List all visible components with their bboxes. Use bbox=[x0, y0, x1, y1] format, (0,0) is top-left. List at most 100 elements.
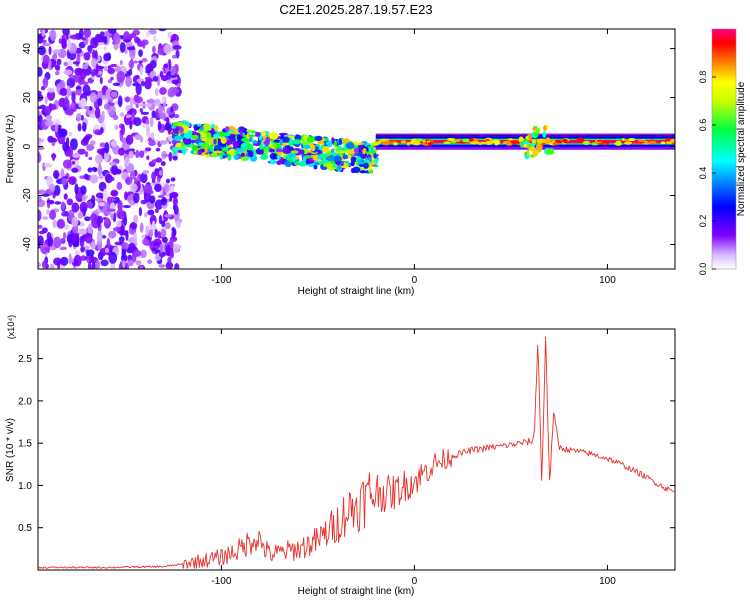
spectrogram-cell bbox=[90, 140, 96, 146]
spectrogram-cell bbox=[214, 144, 222, 150]
spectrogram-cell bbox=[74, 249, 81, 256]
spectrogram-cell bbox=[97, 97, 103, 107]
spectrogram-cell bbox=[63, 69, 73, 76]
spectrogram-cell bbox=[204, 127, 212, 131]
spectrogram-cell bbox=[118, 236, 125, 243]
spectrogram-cell bbox=[446, 137, 455, 141]
spectrogram-cell bbox=[155, 147, 161, 152]
spectrogram-cell bbox=[91, 49, 96, 60]
spectrogram-cell bbox=[41, 29, 46, 38]
spectrogram-cell bbox=[122, 204, 131, 209]
spectrogram-cell bbox=[373, 153, 377, 159]
spectrogram-cell bbox=[73, 254, 82, 267]
spectrogram-cell bbox=[89, 213, 98, 222]
spectrogram-cell bbox=[125, 114, 131, 119]
spectrogram-cell bbox=[163, 43, 172, 55]
spectrogram-cell bbox=[110, 140, 118, 148]
spectrogram-cell bbox=[154, 228, 159, 238]
spectrogram-cell bbox=[289, 158, 293, 163]
spectrogram-cell bbox=[72, 241, 80, 248]
spectrogram-cell bbox=[68, 146, 73, 159]
spectrogram-cell bbox=[316, 155, 322, 160]
spectrogram-cell bbox=[38, 195, 42, 203]
spectrogram-cell bbox=[140, 172, 148, 184]
spectrogram-cell bbox=[221, 142, 227, 148]
spectrogram-cell bbox=[163, 63, 169, 69]
spectrogram-cell bbox=[87, 45, 93, 52]
spectrogram-cell bbox=[322, 163, 331, 167]
spectrogram-cell bbox=[86, 249, 95, 257]
spectrogram-cell bbox=[60, 168, 65, 177]
spectrogram-cell bbox=[112, 114, 119, 121]
spectrogram-cell bbox=[83, 52, 91, 61]
spectrogram-cell bbox=[220, 136, 227, 144]
spectrogram-cell bbox=[41, 39, 47, 44]
spectrogram-cell bbox=[147, 259, 153, 265]
spectrogram-cell bbox=[336, 164, 342, 171]
spectrogram-cell bbox=[367, 156, 373, 161]
spectrogram-cell bbox=[46, 199, 55, 204]
spectrogram-cell bbox=[59, 246, 67, 251]
spectrogram-cell bbox=[108, 161, 118, 166]
spectrogram-cell bbox=[87, 223, 93, 236]
spectrogram-cell bbox=[101, 35, 108, 42]
spectrogram-cell bbox=[161, 220, 166, 228]
spectrogram-cell bbox=[90, 37, 99, 49]
spectrogram-cell bbox=[197, 149, 203, 156]
spectrogram-cell bbox=[176, 83, 181, 88]
spectrogram-cell bbox=[98, 175, 104, 180]
spectrogram-cell bbox=[90, 241, 96, 250]
spectrogram-cell bbox=[210, 152, 218, 158]
spectrogram-cell bbox=[114, 124, 119, 131]
spectrogram-cell bbox=[223, 146, 227, 152]
spectrogram-cell bbox=[99, 76, 103, 85]
spectrogram-cell bbox=[281, 142, 290, 146]
spectrogram-cell bbox=[131, 112, 136, 118]
spectrogram-cell bbox=[125, 76, 132, 88]
spectrogram-cell bbox=[135, 149, 140, 159]
spectrogram-cell bbox=[396, 140, 401, 143]
spectrogram-cell bbox=[142, 238, 149, 246]
spectrogram-cell bbox=[56, 83, 61, 93]
spectrogram-cell bbox=[114, 65, 121, 73]
spectrogram-cell bbox=[171, 79, 180, 85]
spectrogram-cell bbox=[199, 126, 204, 131]
spectrogram-cell bbox=[171, 227, 176, 233]
spectrogram-cell bbox=[167, 257, 172, 264]
spectrogram-cell bbox=[259, 154, 269, 160]
spectrogram-cell bbox=[535, 143, 543, 151]
spectrogram-cell bbox=[52, 138, 58, 143]
spectrogram-cell bbox=[259, 144, 264, 150]
spectrogram-cell bbox=[67, 38, 72, 51]
spectrogram-cell bbox=[129, 47, 136, 60]
spectrogram-cell bbox=[117, 95, 123, 108]
snr-axes: -100 0 100 0.5 1.0 1.5 2.0 2.5 bbox=[18, 329, 675, 587]
spectrogram-cell bbox=[204, 146, 208, 154]
spectrogram-cell bbox=[43, 163, 53, 168]
spectrogram-cell bbox=[275, 148, 283, 153]
spectrogram-cell bbox=[326, 155, 335, 162]
spectrogram-cell bbox=[531, 132, 535, 138]
spectrogram-cell bbox=[123, 39, 132, 43]
spectrogram-cell bbox=[97, 42, 105, 46]
spectrogram-cell bbox=[143, 183, 153, 194]
spectrogram-cell bbox=[227, 154, 232, 161]
spectrogram-cell bbox=[576, 137, 585, 142]
spectrogram-cell bbox=[86, 201, 93, 209]
spectrogram-cell bbox=[86, 143, 95, 151]
spectrogram-cell bbox=[42, 54, 50, 64]
spectrogram-cell bbox=[79, 201, 88, 214]
spectrogram-cell bbox=[380, 138, 387, 141]
spectrogram-cell bbox=[71, 161, 76, 165]
spectrogram-cell bbox=[316, 141, 324, 145]
spectrogram-cell bbox=[240, 152, 246, 157]
spectrogram-cell bbox=[124, 156, 130, 167]
spectrogram-cell bbox=[117, 147, 126, 156]
spectrogram-cell bbox=[41, 216, 49, 220]
snr-series-line bbox=[38, 336, 675, 569]
spectrogram-cell bbox=[148, 140, 156, 147]
spectrogram-cell bbox=[157, 48, 165, 56]
snr-scale-label: (x10⁴) bbox=[6, 315, 16, 339]
spectrogram-cell bbox=[353, 147, 360, 153]
